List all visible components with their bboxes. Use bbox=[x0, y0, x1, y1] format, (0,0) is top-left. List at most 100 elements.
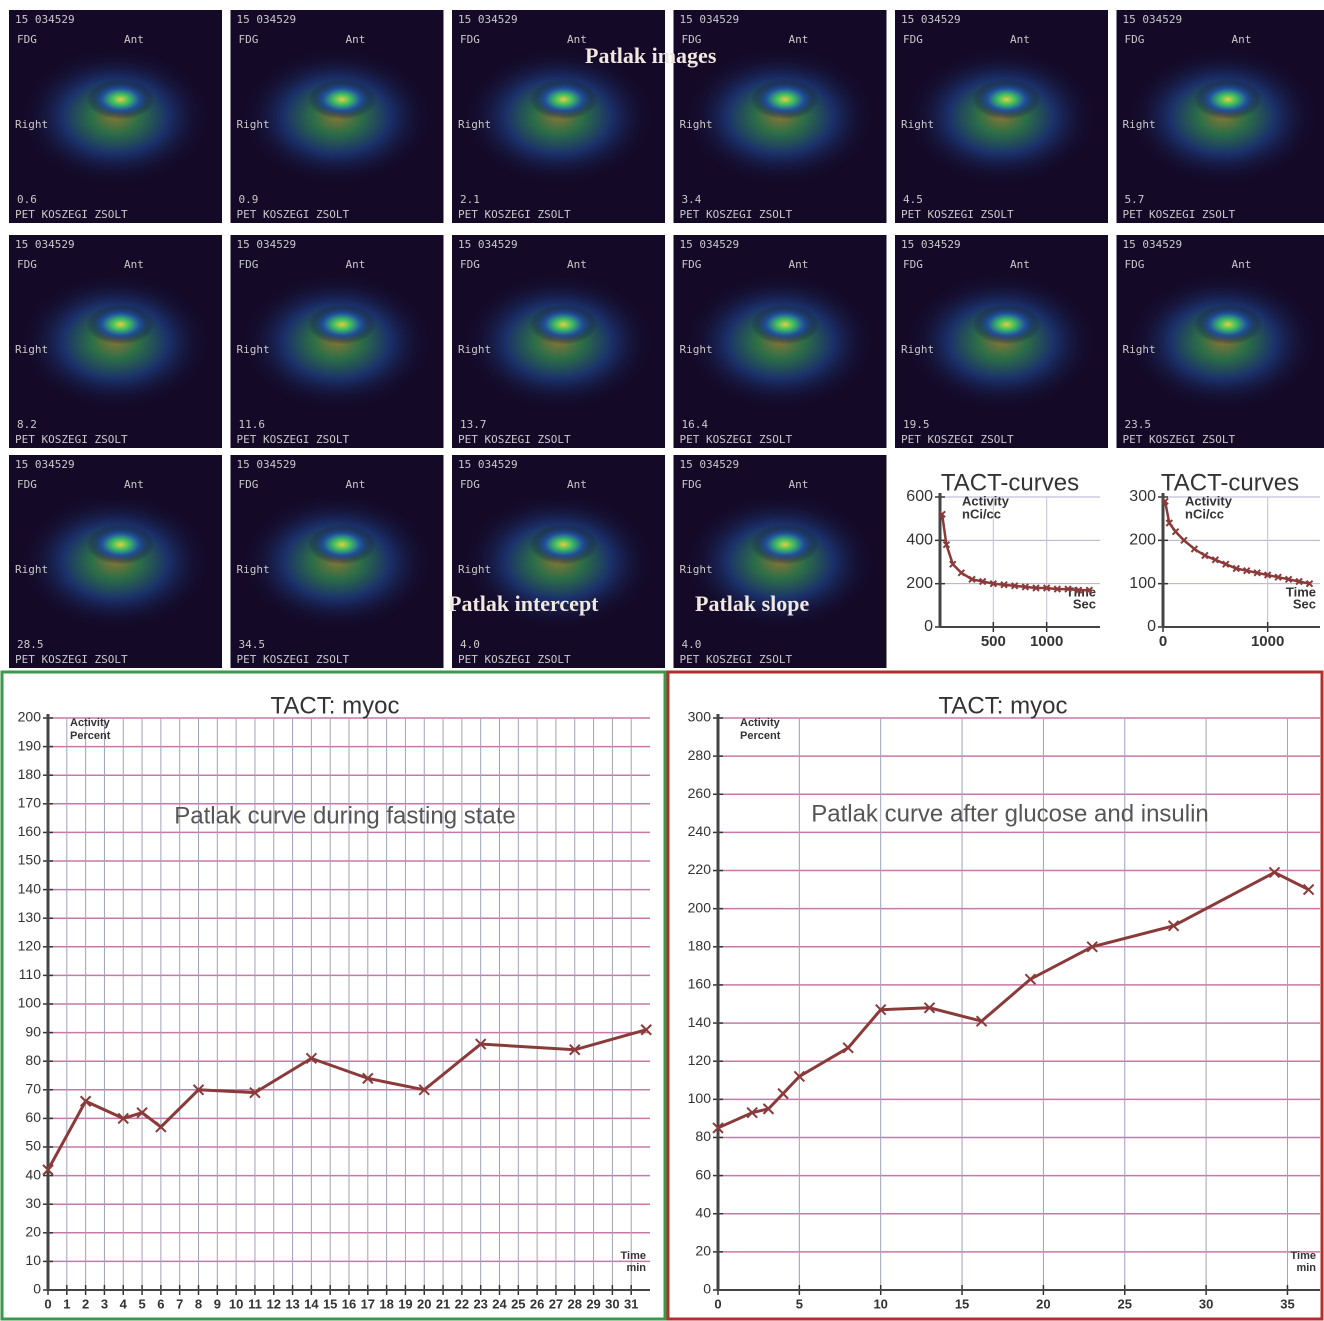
chart-title: TACT: myoc bbox=[939, 692, 1068, 719]
tile-footer: PET KOSZEGI ZSOLT bbox=[680, 433, 793, 446]
tile-id: 15 034529 bbox=[15, 13, 75, 26]
tile-id: 15 034529 bbox=[237, 13, 297, 26]
tile-tracer: FDG bbox=[460, 478, 480, 491]
x-tick-label: 13 bbox=[285, 1296, 299, 1311]
tile-id: 15 034529 bbox=[1123, 238, 1183, 251]
tile-time: 4.0 bbox=[682, 638, 702, 651]
tile-id: 15 034529 bbox=[1123, 13, 1183, 26]
x-tick-label: 12 bbox=[267, 1296, 281, 1311]
tile-time: 13.7 bbox=[460, 418, 487, 431]
y-tick-label: 200 bbox=[906, 575, 933, 592]
tile-footer: PET KOSZEGI ZSOLT bbox=[15, 208, 128, 221]
y-axis-label: Activity bbox=[70, 717, 111, 729]
y-tick-label: 40 bbox=[695, 1204, 711, 1220]
pet-heart bbox=[87, 524, 155, 564]
x-tick-label: 26 bbox=[530, 1296, 544, 1311]
tile-view: Ant bbox=[789, 478, 809, 491]
y-tick-label: 140 bbox=[688, 1014, 712, 1030]
x-axis-unit: Sec bbox=[1293, 596, 1316, 611]
tile-time: 19.5 bbox=[903, 418, 930, 431]
x-tick-label: 8 bbox=[195, 1296, 202, 1311]
tile-time: 0.6 bbox=[17, 193, 37, 206]
tile-view: Ant bbox=[567, 258, 587, 271]
chart-title: TACT-curves bbox=[1161, 469, 1299, 496]
tile-side: Right bbox=[237, 343, 270, 356]
x-tick-label: 30 bbox=[605, 1296, 619, 1311]
tile-view: Ant bbox=[1010, 258, 1030, 271]
tile-view: Ant bbox=[567, 33, 587, 46]
x-tick-label: 1 bbox=[63, 1296, 70, 1311]
tile-view: Ant bbox=[124, 258, 144, 271]
y-tick-label: 90 bbox=[25, 1023, 41, 1039]
y-tick-label: 0 bbox=[1147, 618, 1156, 635]
tile-tracer: FDG bbox=[17, 33, 37, 46]
x-tick-label: 19 bbox=[398, 1296, 412, 1311]
x-tick-label: 15 bbox=[955, 1296, 969, 1311]
y-tick-label: 160 bbox=[18, 823, 42, 839]
tile-footer: PET KOSZEGI ZSOLT bbox=[458, 653, 571, 666]
y-tick-label: 400 bbox=[906, 532, 933, 549]
pet-heart bbox=[973, 79, 1041, 119]
x-tick-label: 18 bbox=[379, 1296, 393, 1311]
y-tick-label: 100 bbox=[688, 1090, 712, 1106]
y-tick-label: 20 bbox=[25, 1224, 41, 1240]
pet-heart bbox=[308, 304, 376, 344]
tile-footer: PET KOSZEGI ZSOLT bbox=[1123, 208, 1236, 221]
pet-heart bbox=[1194, 304, 1262, 344]
chart-title: TACT-curves bbox=[941, 469, 1079, 496]
tile-tracer: FDG bbox=[239, 258, 259, 271]
tile-id: 15 034529 bbox=[458, 13, 518, 26]
tile-footer: PET KOSZEGI ZSOLT bbox=[237, 433, 350, 446]
chart-title: TACT: myoc bbox=[271, 692, 400, 719]
y-tick-label: 20 bbox=[695, 1243, 711, 1259]
tile-footer: PET KOSZEGI ZSOLT bbox=[237, 208, 350, 221]
overlay-label: Patlak intercept bbox=[448, 591, 599, 616]
x-tick-label: 25 bbox=[1118, 1296, 1132, 1311]
tile-id: 15 034529 bbox=[237, 238, 297, 251]
x-axis-unit: Sec bbox=[1073, 596, 1096, 611]
y-tick-label: 190 bbox=[18, 737, 42, 753]
tile-footer: PET KOSZEGI ZSOLT bbox=[15, 433, 128, 446]
tile-footer: PET KOSZEGI ZSOLT bbox=[901, 208, 1014, 221]
y-axis-unit: Percent bbox=[740, 730, 781, 742]
pet-heart bbox=[308, 79, 376, 119]
pet-heart bbox=[751, 304, 819, 344]
tile-tracer: FDG bbox=[903, 33, 923, 46]
tile-time: 4.0 bbox=[460, 638, 480, 651]
tile-tracer: FDG bbox=[239, 33, 259, 46]
y-tick-label: 80 bbox=[25, 1052, 41, 1068]
tile-side: Right bbox=[1123, 118, 1156, 131]
x-tick-label: 5 bbox=[796, 1296, 803, 1311]
x-tick-label: 0 bbox=[44, 1296, 51, 1311]
tile-time: 3.4 bbox=[682, 193, 702, 206]
overlay-label: Patlak slope bbox=[695, 591, 810, 616]
y-tick-label: 80 bbox=[695, 1128, 711, 1144]
tile-time: 2.1 bbox=[460, 193, 480, 206]
x-axis-label: Time bbox=[1291, 1250, 1316, 1262]
x-axis-label: Time bbox=[621, 1250, 646, 1262]
tile-time: 4.5 bbox=[903, 193, 923, 206]
y-tick-label: 280 bbox=[688, 747, 712, 763]
tile-time: 23.5 bbox=[1125, 418, 1152, 431]
tile-footer: PET KOSZEGI ZSOLT bbox=[15, 653, 128, 666]
annotation: Patlak curve during fasting state bbox=[174, 802, 516, 829]
tile-tracer: FDG bbox=[903, 258, 923, 271]
tile-side: Right bbox=[680, 563, 713, 576]
y-tick-label: 130 bbox=[18, 909, 42, 925]
y-axis-unit: nCi/cc bbox=[962, 506, 1001, 521]
tile-id: 15 034529 bbox=[680, 13, 740, 26]
y-tick-label: 120 bbox=[688, 1052, 712, 1068]
x-tick-label: 16 bbox=[342, 1296, 356, 1311]
tile-id: 15 034529 bbox=[15, 238, 75, 251]
x-tick-label: 21 bbox=[436, 1296, 450, 1311]
y-tick-label: 200 bbox=[1129, 532, 1156, 549]
pet-heart bbox=[1194, 79, 1262, 119]
tile-footer: PET KOSZEGI ZSOLT bbox=[680, 653, 793, 666]
x-tick-label: 15 bbox=[323, 1296, 337, 1311]
y-tick-label: 0 bbox=[33, 1281, 41, 1297]
tile-time: 8.2 bbox=[17, 418, 37, 431]
figure: 15 034529 FDG Ant Right 0.6 PET KOSZEGI ZSOLT… bbox=[0, 0, 1324, 1321]
pet-heart bbox=[308, 524, 376, 564]
tile-footer: PET KOSZEGI ZSOLT bbox=[237, 653, 350, 666]
x-tick-label: 14 bbox=[304, 1296, 319, 1311]
